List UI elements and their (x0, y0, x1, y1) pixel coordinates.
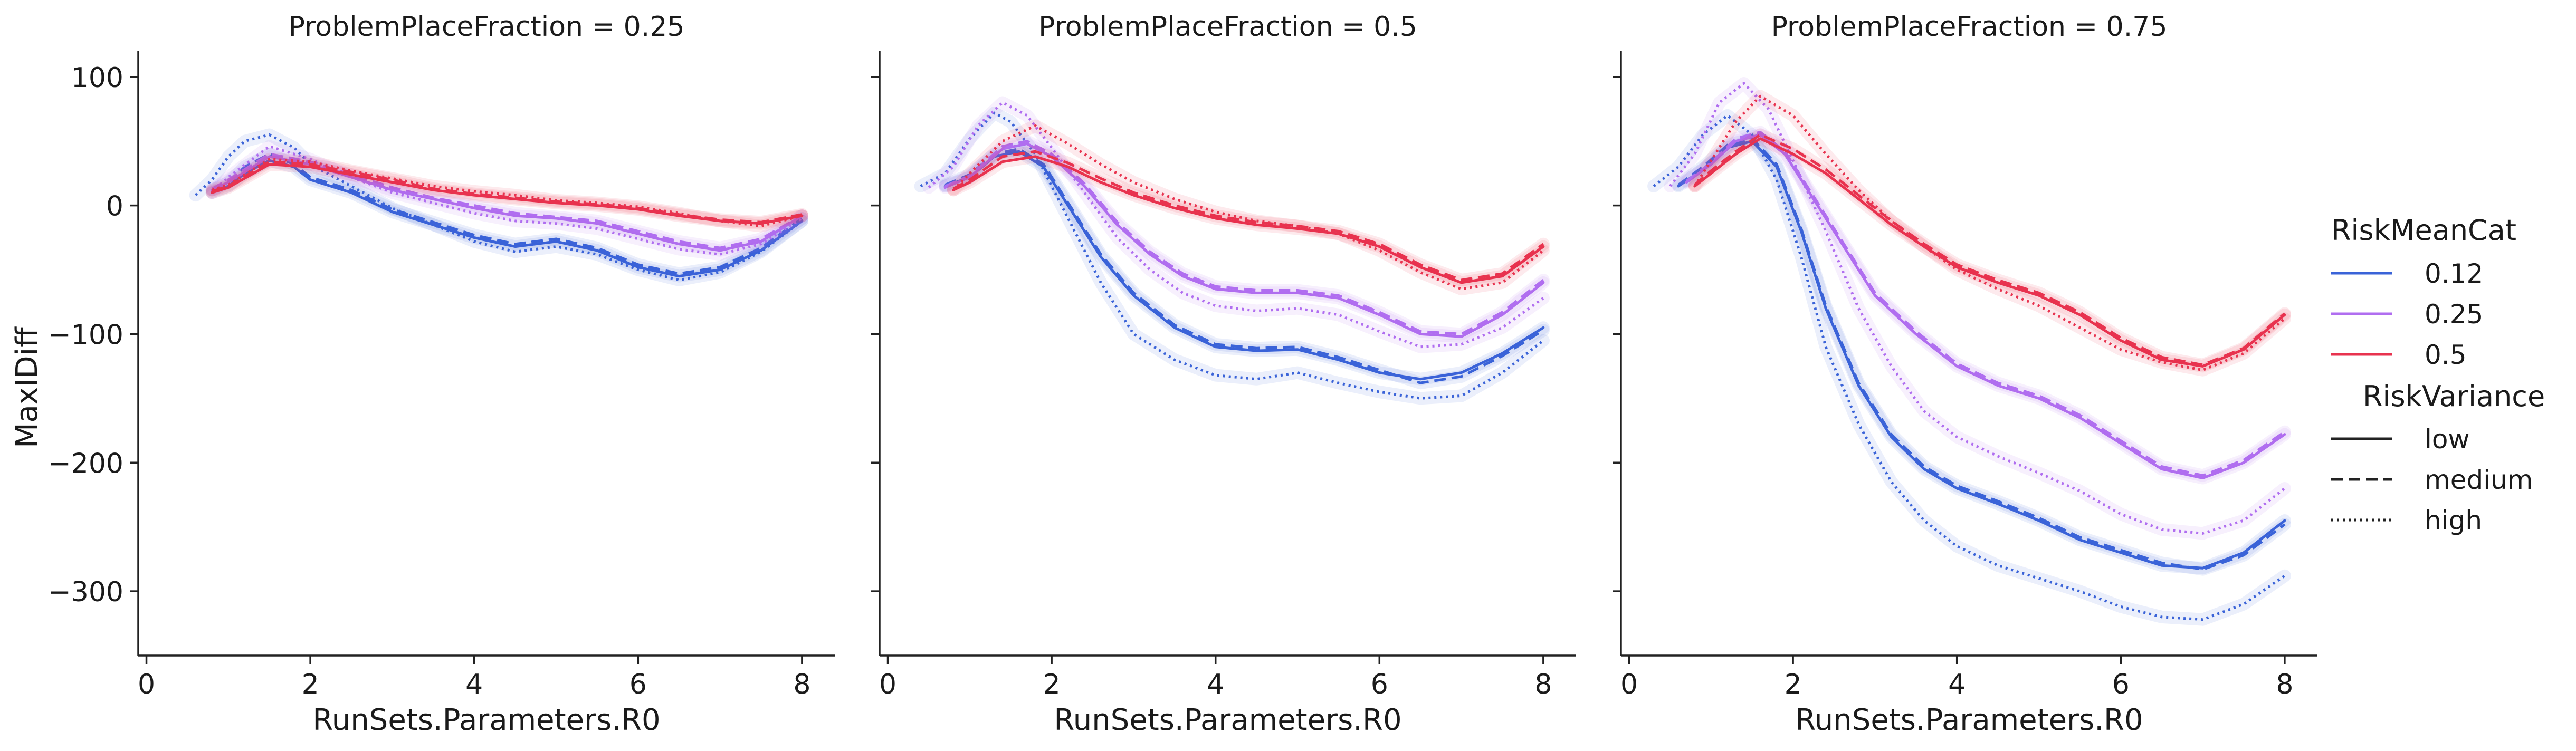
x-tick-label: 4 (1948, 669, 1966, 700)
confidence-band (189, 128, 808, 286)
series-line (952, 155, 1545, 284)
y-tick-label: −300 (48, 576, 123, 608)
x-tick-label: 8 (1534, 669, 1552, 700)
series-line (212, 158, 803, 228)
y-tick-label: −100 (48, 319, 123, 351)
series-line (211, 159, 804, 278)
x-tick-label: 6 (629, 669, 647, 700)
x-tick-label: 2 (1043, 669, 1061, 700)
series-line (944, 147, 1544, 384)
series-line (1685, 131, 2286, 477)
legend-hue-label: 0.5 (2425, 340, 2467, 370)
y-tick-label: 100 (71, 62, 123, 94)
legend-style-label: low (2425, 424, 2469, 455)
x-tick-label: 0 (138, 669, 155, 700)
series-line (211, 152, 803, 249)
x-axis-label: RunSets.Parameters.R0 (312, 703, 660, 737)
chart-panels: ProblemPlaceFraction = 0.25 100 0 −100 −200 −… (48, 11, 2317, 737)
legend-style-label: high (2425, 505, 2482, 536)
legend-hue-label: 0.25 (2425, 299, 2483, 330)
series-line (943, 142, 1545, 338)
confidence-band (205, 140, 808, 261)
x-tick-label: 6 (2112, 669, 2130, 700)
legend: RiskMeanCat 0.12 0.25 0.5 RiskVariance low med… (2331, 214, 2545, 536)
x-tick-label: 6 (1371, 669, 1388, 700)
panel-title: ProblemPlaceFraction = 0.5 (1038, 11, 1417, 43)
chart-panel: ProblemPlaceFraction = 0.5 0 2 4 6 8 RunSets.P… (871, 11, 1576, 737)
series-line (952, 124, 1544, 291)
legend-style-title: RiskVariance (2363, 380, 2545, 413)
x-axis-label: RunSets.Parameters.R0 (1054, 703, 1401, 737)
legend-hue-title: RiskMeanCat (2331, 214, 2516, 247)
y-tick-label: 0 (106, 191, 123, 223)
x-tick-label: 4 (1207, 669, 1224, 700)
series-group (1647, 77, 2291, 626)
series-line (1669, 82, 2286, 535)
y-axis-label: MaxIDiff (10, 326, 44, 448)
x-tick-label: 8 (2276, 669, 2293, 700)
series-line (1693, 94, 2286, 372)
x-tick-label: 2 (1785, 669, 1802, 700)
x-tick-label: 2 (302, 669, 319, 700)
confidence-band (1672, 134, 2291, 575)
legend-hue-label: 0.12 (2425, 258, 2483, 289)
series-group (189, 128, 808, 286)
chart-panel: ProblemPlaceFraction = 0.75 0 2 4 6 8 RunSets.… (1613, 11, 2317, 737)
legend-style-label: medium (2425, 465, 2533, 495)
series-line (1685, 133, 2286, 479)
series-line (944, 140, 1544, 335)
series-line (952, 150, 1544, 282)
series-line (1653, 114, 2286, 621)
x-tick-label: 0 (1620, 669, 1638, 700)
x-tick-label: 4 (465, 669, 483, 700)
confidence-band (922, 96, 1550, 353)
x-tick-label: 8 (793, 669, 810, 700)
series-line (920, 111, 1544, 400)
series-line (943, 150, 1545, 381)
confidence-band (1672, 132, 2291, 576)
panel-title: ProblemPlaceFraction = 0.25 (289, 11, 685, 43)
series-group (914, 96, 1550, 405)
chart-panel: ProblemPlaceFraction = 0.25 100 0 −100 −200 −… (48, 11, 835, 737)
series-line (211, 155, 804, 252)
x-axis-label: RunSets.Parameters.R0 (1795, 703, 2143, 737)
panel-title: ProblemPlaceFraction = 0.75 (1771, 11, 2168, 43)
y-tick-label: −200 (48, 448, 123, 479)
series-line (1694, 133, 2286, 367)
series-line (1677, 137, 2286, 571)
x-tick-label: 0 (879, 669, 896, 700)
